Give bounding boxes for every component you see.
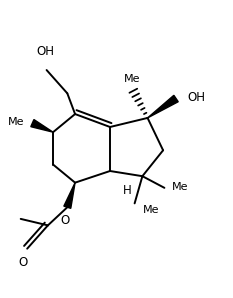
- Text: Me: Me: [8, 117, 25, 127]
- Polygon shape: [31, 119, 53, 132]
- Text: Me: Me: [124, 74, 140, 84]
- Text: Me: Me: [172, 181, 189, 192]
- Polygon shape: [64, 183, 75, 208]
- Text: O: O: [61, 214, 70, 227]
- Polygon shape: [147, 95, 178, 118]
- Text: H: H: [123, 184, 132, 197]
- Text: Me: Me: [142, 205, 159, 215]
- Text: OH: OH: [188, 91, 206, 104]
- Text: OH: OH: [36, 45, 54, 58]
- Text: O: O: [19, 257, 28, 269]
